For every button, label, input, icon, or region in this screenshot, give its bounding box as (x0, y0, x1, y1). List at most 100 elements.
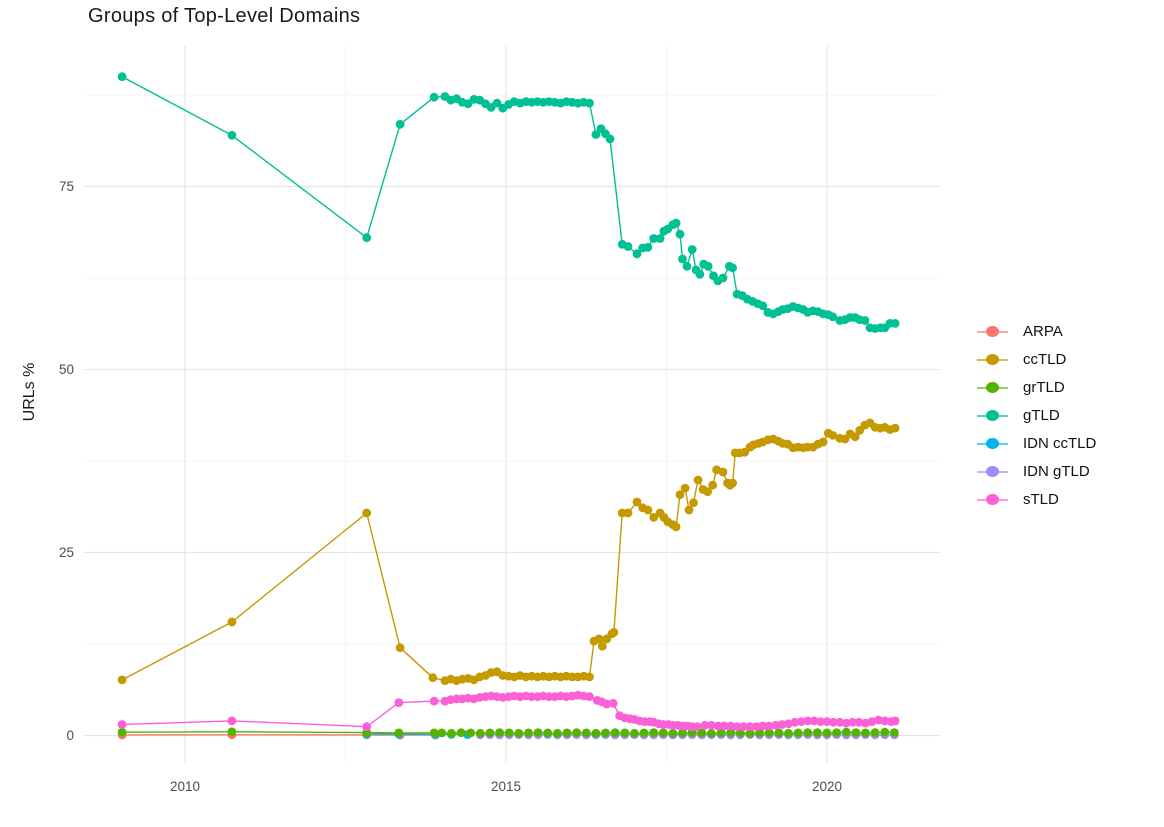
y-tick-label: 0 (66, 728, 74, 743)
data-point (692, 722, 702, 732)
data-point (822, 717, 832, 726)
data-point (687, 245, 697, 254)
data-point (697, 728, 707, 738)
data-point (597, 641, 607, 651)
data-point (678, 728, 687, 738)
y-tick-label: 50 (59, 362, 74, 377)
data-point (630, 728, 639, 738)
data-point (745, 722, 755, 732)
data-point (429, 728, 439, 738)
data-point (609, 627, 619, 637)
data-point (719, 721, 729, 731)
data-point (708, 480, 718, 490)
data-point (117, 720, 127, 729)
data-point (639, 728, 649, 738)
data-point (658, 728, 668, 738)
data-point (678, 254, 687, 264)
legend-key-icon (977, 406, 1008, 425)
data-point (707, 720, 716, 730)
data-point (818, 437, 828, 447)
data-point (874, 715, 883, 725)
data-point (227, 716, 237, 726)
data-point (718, 273, 728, 283)
data-point (362, 722, 372, 732)
data-point (803, 716, 813, 726)
data-point (601, 728, 610, 738)
data-point (680, 483, 690, 493)
data-point (732, 722, 742, 732)
data-point (524, 728, 533, 738)
data-point (533, 728, 543, 737)
data-point (602, 699, 612, 709)
data-point (675, 229, 685, 239)
data-point (832, 728, 841, 737)
legend-label: grTLD (1023, 379, 1065, 396)
data-point (227, 130, 237, 140)
data-point (492, 98, 502, 108)
legend-label: sTLD (1023, 491, 1059, 508)
data-point (861, 728, 870, 738)
data-point (758, 301, 768, 311)
data-point (851, 728, 861, 737)
legend-label: ARPA (1023, 323, 1063, 340)
data-point (585, 692, 594, 702)
data-point (227, 727, 237, 737)
data-point (362, 233, 372, 243)
data-point (695, 269, 705, 279)
data-point (809, 716, 819, 726)
data-point (117, 727, 127, 737)
data-point (870, 728, 880, 737)
data-point (774, 728, 784, 738)
data-point (643, 242, 653, 252)
data-point (623, 508, 633, 518)
legend-label: IDN gTLD (1023, 463, 1090, 480)
data-point (572, 728, 581, 737)
legend-key-icon (977, 350, 1008, 369)
legend-key-icon (977, 490, 1008, 509)
data-point (793, 728, 803, 738)
data-point (848, 717, 858, 727)
data-point (829, 717, 838, 727)
data-point (475, 728, 485, 738)
data-point (514, 728, 524, 738)
data-point (835, 717, 845, 727)
data-point (726, 721, 736, 731)
data-point (610, 728, 620, 737)
data-point (608, 698, 618, 708)
data-point (822, 728, 832, 738)
data-point (485, 728, 495, 738)
legend-item-IDN-gTLD: IDN gTLD (977, 462, 1096, 481)
data-point (718, 467, 728, 477)
data-point (880, 727, 890, 737)
series-gTLD (117, 72, 900, 333)
data-point (643, 505, 653, 515)
data-point (784, 728, 793, 738)
data-point (758, 721, 768, 731)
data-point (394, 728, 404, 738)
data-point (803, 728, 813, 737)
data-point (728, 478, 737, 488)
data-point (726, 728, 736, 737)
data-point (394, 698, 404, 707)
data-point (816, 717, 825, 726)
legend-item-sTLD: sTLD (977, 490, 1096, 509)
data-point (880, 716, 890, 726)
gridlines (84, 46, 940, 763)
data-point (227, 617, 237, 627)
data-point (854, 717, 864, 727)
data-point (890, 728, 899, 737)
data-point (395, 643, 405, 653)
data-point (703, 487, 712, 497)
data-point (655, 234, 665, 243)
x-tick-label: 2020 (812, 779, 842, 794)
data-point (890, 423, 900, 433)
data-point (649, 513, 659, 522)
data-point (581, 728, 591, 738)
data-point (796, 717, 806, 726)
data-point (620, 728, 630, 738)
data-point (466, 728, 476, 738)
series-sTLD (117, 690, 900, 732)
data-point (117, 72, 127, 82)
data-point (429, 696, 439, 706)
data-point (504, 728, 514, 738)
